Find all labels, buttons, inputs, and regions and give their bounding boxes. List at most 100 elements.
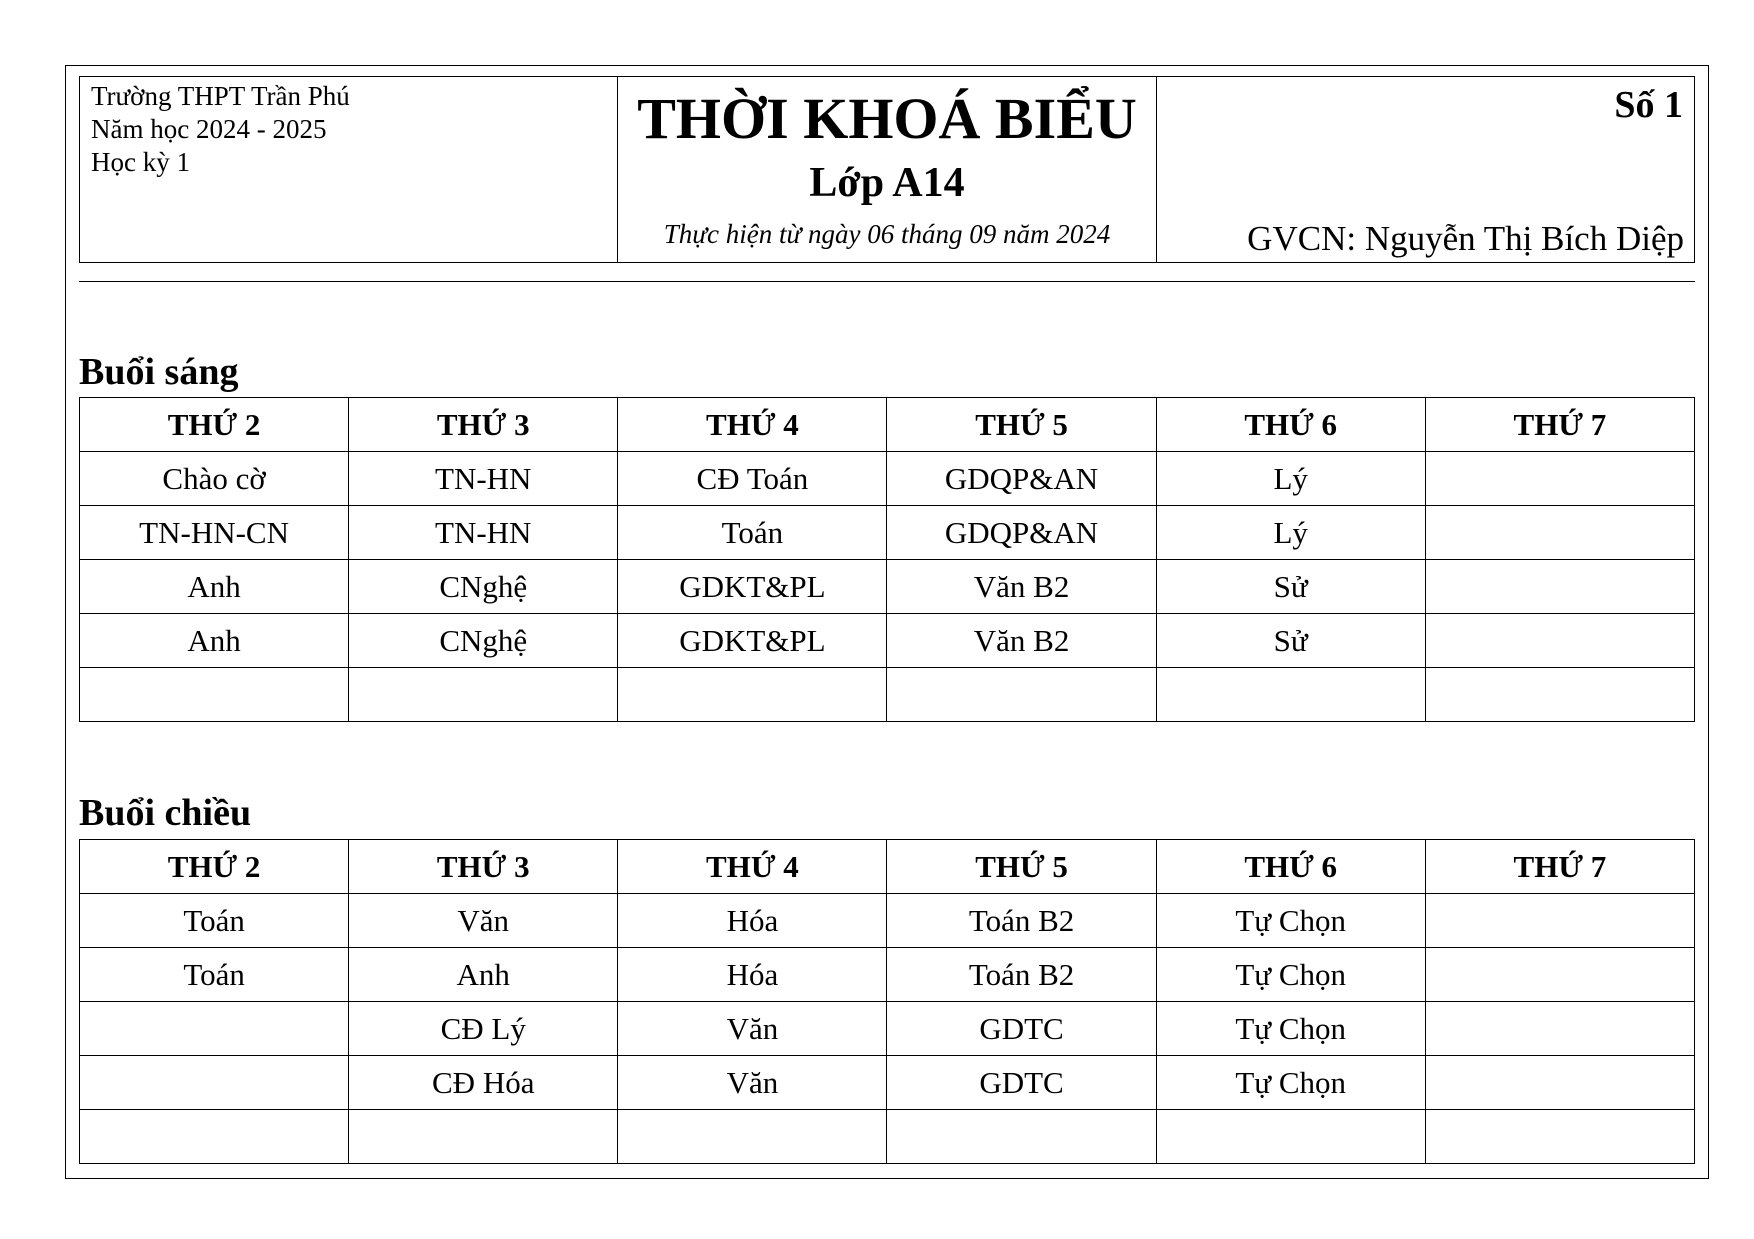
subject-cell: GDQP&AN <box>886 451 1157 506</box>
page-border <box>65 65 1709 1179</box>
subject-cell <box>1424 505 1696 560</box>
period-row: CĐ Hóa Văn GDTC Tự Chọn <box>78 1055 1696 1110</box>
subject-cell: Chào cờ <box>78 451 350 506</box>
page-title: THỜI KHOÁ BIỂU <box>637 86 1137 151</box>
subject-cell <box>617 1109 888 1164</box>
subject-cell: Tự Chọn <box>1155 1055 1426 1110</box>
subject-cell <box>1424 1055 1696 1110</box>
day-header: THỨ 4 <box>617 397 888 452</box>
period-row: Toán Văn Hóa Toán B2 Tự Chọn <box>78 893 1696 948</box>
subject-cell: Văn B2 <box>886 613 1157 668</box>
subject-cell <box>1424 451 1696 506</box>
effective-date: Thực hiện từ ngày 06 tháng 09 năm 2024 <box>663 219 1111 249</box>
subject-cell: GDKT&PL <box>617 613 888 668</box>
day-header: THỨ 3 <box>348 839 619 894</box>
afternoon-table: THỨ 2 THỨ 3 THỨ 4 THỨ 5 THỨ 6 THỨ 7 Toán Văn Hóa… <box>78 839 1696 1164</box>
subject-cell <box>1424 667 1696 722</box>
subject-cell <box>348 667 619 722</box>
subject-cell <box>78 1109 350 1164</box>
subject-cell: Văn <box>348 893 619 948</box>
day-header: THỨ 7 <box>1424 397 1696 452</box>
subject-cell: Tự Chọn <box>1155 893 1426 948</box>
subject-cell: Anh <box>348 947 619 1002</box>
divider <box>79 281 1695 282</box>
subject-cell: GDTC <box>886 1001 1157 1056</box>
day-header: THỨ 7 <box>1424 839 1696 894</box>
teacher-block: Số 1 GVCN: Nguyễn Thị Bích Diệp <box>1157 77 1694 262</box>
subject-cell: Sử <box>1155 559 1426 614</box>
term: Học kỳ 1 <box>91 147 190 177</box>
subject-cell: GDQP&AN <box>886 505 1157 560</box>
period-row: Chào cờ TN-HN CĐ Toán GDQP&AN Lý <box>78 451 1696 506</box>
header-row: THỨ 2 THỨ 3 THỨ 4 THỨ 5 THỨ 6 THỨ 7 <box>78 397 1696 452</box>
day-header: THỨ 4 <box>617 839 888 894</box>
subject-cell: CNghệ <box>348 613 619 668</box>
period-row: Toán Anh Hóa Toán B2 Tự Chọn <box>78 947 1696 1002</box>
subject-cell <box>1424 559 1696 614</box>
period-row: Anh CNghệ GDKT&PL Văn B2 Sử <box>78 613 1696 668</box>
subject-cell <box>348 1109 619 1164</box>
period-row: TN-HN-CN TN-HN Toán GDQP&AN Lý <box>78 505 1696 560</box>
day-header: THỨ 2 <box>78 839 350 894</box>
subject-cell: GDKT&PL <box>617 559 888 614</box>
subject-cell: Toán B2 <box>886 893 1157 948</box>
subject-cell <box>617 667 888 722</box>
subject-cell <box>1424 947 1696 1002</box>
school-name: Trường THPT Trần Phú <box>91 81 350 111</box>
period-row <box>78 667 1696 722</box>
subject-cell <box>1155 667 1426 722</box>
school-info: Trường THPT Trần Phú Năm học 2024 - 2025… <box>80 77 618 262</box>
subject-cell: GDTC <box>886 1055 1157 1110</box>
period-row: Anh CNghệ GDKT&PL Văn B2 Sử <box>78 559 1696 614</box>
subject-cell: Văn B2 <box>886 559 1157 614</box>
homeroom-teacher: GVCN: Nguyễn Thị Bích Diệp <box>1247 219 1684 258</box>
morning-heading: Buổi sáng <box>79 351 239 393</box>
subject-cell: Anh <box>78 613 350 668</box>
subject-cell: Văn <box>617 1001 888 1056</box>
day-header: THỨ 2 <box>78 397 350 452</box>
day-header: THỨ 6 <box>1155 839 1426 894</box>
subject-cell <box>1424 893 1696 948</box>
subject-cell: Sử <box>1155 613 1426 668</box>
subject-cell <box>1424 613 1696 668</box>
subject-cell: Toán B2 <box>886 947 1157 1002</box>
subject-cell: Tự Chọn <box>1155 1001 1426 1056</box>
subject-cell: Lý <box>1155 451 1426 506</box>
subject-cell: Lý <box>1155 505 1426 560</box>
subject-cell <box>886 667 1157 722</box>
subject-cell <box>78 1055 350 1110</box>
period-row: CĐ Lý Văn GDTC Tự Chọn <box>78 1001 1696 1056</box>
subject-cell: TN-HN <box>348 505 619 560</box>
period-row <box>78 1109 1696 1164</box>
subject-cell <box>1424 1109 1696 1164</box>
header-box: Trường THPT Trần Phú Năm học 2024 - 2025… <box>79 76 1695 263</box>
subject-cell: CĐ Toán <box>617 451 888 506</box>
schedule-number: Số 1 <box>1614 84 1683 126</box>
title-block: THỜI KHOÁ BIỂU Lớp A14 Thực hiện từ ngày… <box>618 77 1157 262</box>
subject-cell: Toán <box>78 947 350 1002</box>
subject-cell: CNghệ <box>348 559 619 614</box>
class-name: Lớp A14 <box>809 160 965 206</box>
subject-cell: TN-HN <box>348 451 619 506</box>
school-year: Năm học 2024 - 2025 <box>91 114 327 144</box>
subject-cell <box>78 1001 350 1056</box>
day-header: THỨ 6 <box>1155 397 1426 452</box>
subject-cell: Văn <box>617 1055 888 1110</box>
subject-cell <box>78 667 350 722</box>
subject-cell: Toán <box>78 893 350 948</box>
subject-cell: CĐ Lý <box>348 1001 619 1056</box>
header-row: THỨ 2 THỨ 3 THỨ 4 THỨ 5 THỨ 6 THỨ 7 <box>78 839 1696 894</box>
subject-cell <box>1155 1109 1426 1164</box>
subject-cell: Tự Chọn <box>1155 947 1426 1002</box>
day-header: THỨ 3 <box>348 397 619 452</box>
subject-cell: Toán <box>617 505 888 560</box>
subject-cell <box>1424 1001 1696 1056</box>
afternoon-heading: Buổi chiều <box>79 792 252 834</box>
day-header: THỨ 5 <box>886 839 1157 894</box>
subject-cell: TN-HN-CN <box>78 505 350 560</box>
subject-cell: CĐ Hóa <box>348 1055 619 1110</box>
subject-cell: Hóa <box>617 947 888 1002</box>
subject-cell: Hóa <box>617 893 888 948</box>
subject-cell <box>886 1109 1157 1164</box>
subject-cell: Anh <box>78 559 350 614</box>
